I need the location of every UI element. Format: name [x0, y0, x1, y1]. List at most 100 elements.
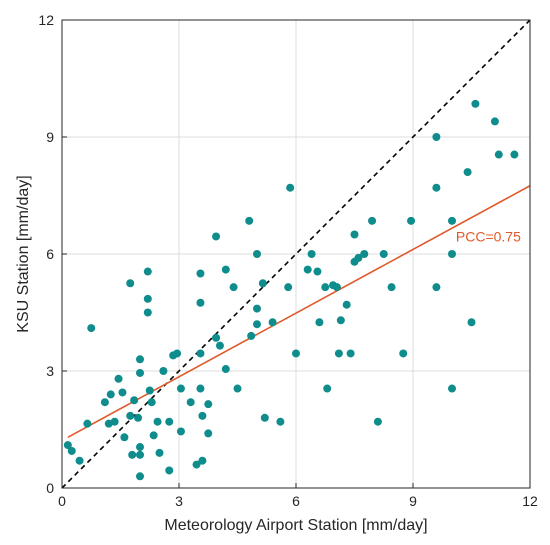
data-point-74 [334, 349, 343, 358]
data-point-3 [83, 419, 92, 428]
data-point-39 [196, 269, 205, 278]
data-point-23 [143, 294, 152, 303]
data-point-87 [407, 216, 416, 225]
identity-line [61, 19, 531, 489]
data-point-63 [284, 283, 293, 292]
data-point-18 [136, 368, 144, 377]
data-point-96 [471, 99, 480, 108]
data-point-49 [215, 341, 224, 350]
data-point-51 [221, 365, 230, 374]
data-point-83 [373, 417, 382, 426]
data-point-5 [100, 398, 109, 407]
data-point-2 [75, 456, 84, 465]
data-point-36 [176, 427, 185, 436]
data-point-10 [118, 388, 127, 397]
x-tick-label-2: 6 [292, 493, 300, 509]
data-point-48 [212, 333, 221, 342]
data-point-30 [159, 367, 168, 375]
data-point-85 [387, 283, 396, 292]
data-point-11 [120, 433, 129, 442]
data-point-43 [198, 411, 207, 420]
y-tick-labels: 0 3 6 9 12 [38, 12, 67, 496]
data-point-62 [276, 417, 285, 426]
data-point-53 [233, 384, 242, 393]
x-tick-label-3: 9 [409, 493, 417, 509]
data-point-17 [136, 355, 144, 364]
data-point-71 [323, 384, 332, 393]
data-point-34 [173, 349, 182, 358]
data-point-64 [286, 183, 295, 192]
data-point-16 [134, 413, 143, 422]
data-point-54 [245, 216, 254, 225]
data-point-78 [350, 230, 359, 239]
data-point-84 [379, 250, 388, 258]
data-point-95 [467, 318, 476, 327]
data-point-15 [130, 396, 139, 405]
data-point-24 [143, 308, 152, 317]
data-point-0 [63, 441, 72, 450]
data-point-67 [307, 250, 316, 258]
data-point-50 [221, 265, 230, 274]
data-point-90 [432, 283, 441, 292]
data-point-41 [196, 349, 205, 358]
fit-line [67, 185, 531, 439]
data-point-56 [253, 250, 261, 258]
x-tick-labels: 0 3 6 9 12 [58, 483, 538, 509]
data-point-19 [136, 443, 144, 452]
data-point-61 [268, 318, 277, 327]
data-point-76 [342, 300, 351, 309]
data-point-60 [260, 413, 269, 422]
identity-line-group [61, 19, 531, 489]
data-point-12 [126, 279, 135, 288]
data-point-92 [448, 250, 456, 258]
data-point-97 [490, 117, 499, 126]
data-point-35 [176, 384, 185, 393]
data-point-52 [229, 283, 238, 292]
data-point-1 [67, 446, 76, 455]
pcc-annotation: PCC=0.75 [456, 228, 521, 244]
data-point-69 [315, 318, 324, 327]
y-tick-label-4: 12 [38, 12, 54, 28]
data-point-91 [448, 216, 456, 225]
fit-line-group [67, 185, 531, 439]
data-point-26 [147, 398, 156, 407]
y-tick-label-0: 0 [46, 480, 54, 496]
data-point-65 [292, 349, 300, 358]
data-point-98 [494, 150, 503, 159]
x-tick-label-1: 3 [175, 493, 183, 509]
x-tick-label-0: 0 [58, 493, 66, 509]
data-point-20 [136, 450, 144, 459]
data-point-86 [399, 349, 408, 358]
data-point-22 [143, 267, 152, 276]
data-point-9 [114, 374, 123, 383]
data-point-8 [110, 417, 119, 426]
data-point-75 [336, 316, 345, 325]
data-point-99 [510, 150, 519, 159]
y-tick-label-2: 6 [46, 246, 54, 262]
data-point-68 [313, 267, 322, 276]
data-point-29 [155, 448, 164, 457]
x-axis-title: Meteorology Airport Station [mm/day] [164, 517, 427, 534]
y-axis-title: KSU Station [mm/day] [15, 175, 32, 332]
data-point-73 [332, 283, 341, 292]
data-points [63, 99, 519, 481]
data-point-55 [247, 331, 256, 340]
data-point-13 [126, 411, 135, 420]
y-tick-label-3: 9 [46, 129, 54, 145]
data-point-28 [153, 417, 162, 426]
data-point-80 [354, 253, 363, 262]
data-point-21 [136, 472, 144, 481]
data-point-44 [198, 456, 207, 465]
data-point-45 [204, 400, 213, 409]
data-point-32 [165, 466, 174, 475]
data-point-58 [253, 320, 261, 329]
data-point-38 [192, 460, 201, 469]
data-point-81 [360, 250, 369, 258]
data-point-70 [321, 283, 330, 292]
data-point-47 [212, 232, 221, 241]
data-point-59 [258, 279, 267, 288]
data-point-66 [303, 265, 312, 274]
data-point-4 [87, 324, 96, 333]
data-point-7 [106, 390, 115, 399]
